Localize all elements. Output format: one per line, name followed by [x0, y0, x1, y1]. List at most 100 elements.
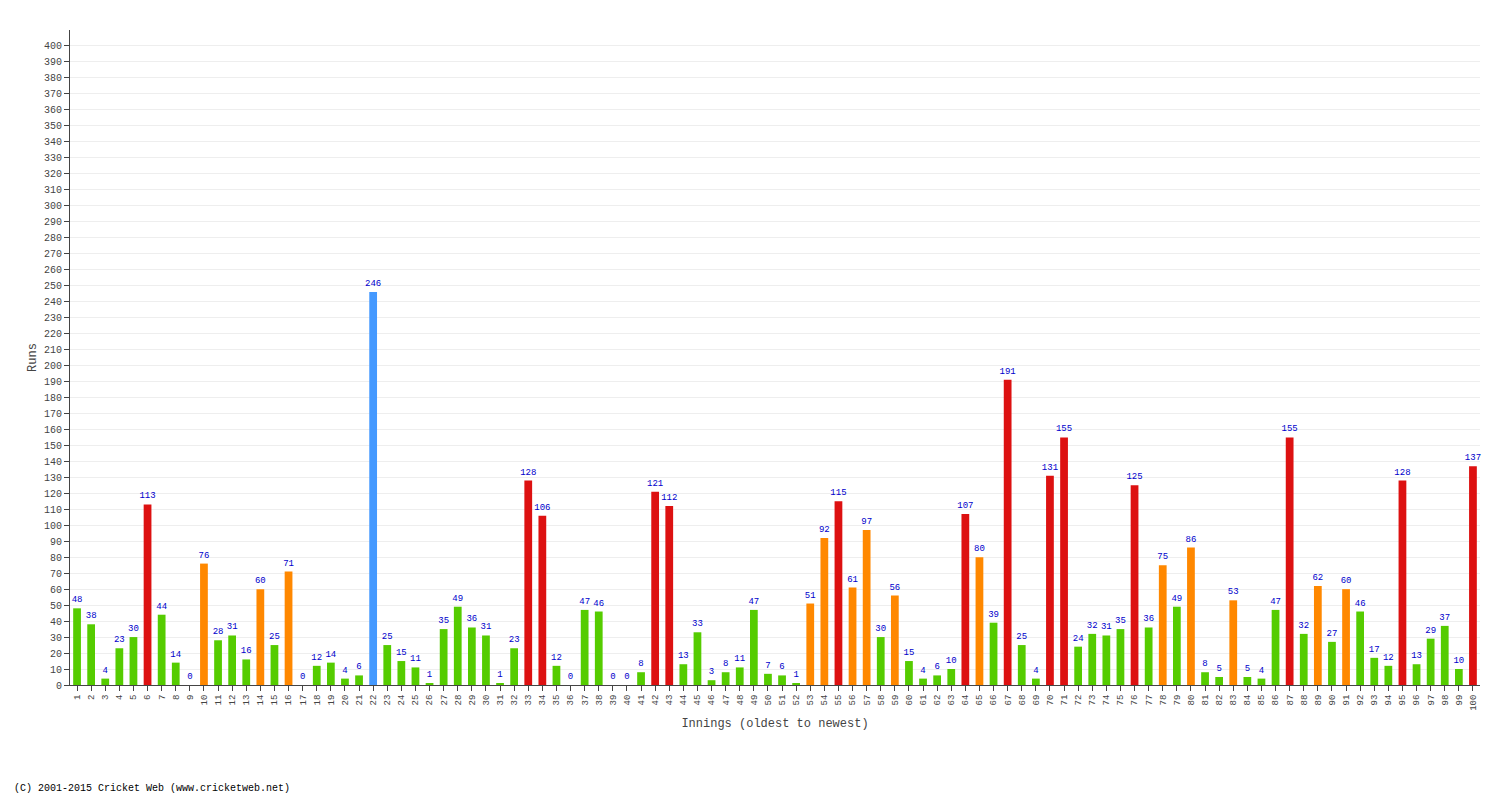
- svg-text:75: 75: [1116, 695, 1126, 706]
- svg-text:49: 49: [1171, 594, 1182, 604]
- svg-text:47: 47: [748, 597, 759, 607]
- svg-text:25: 25: [411, 695, 421, 706]
- svg-text:51: 51: [805, 591, 816, 601]
- svg-text:155: 155: [1056, 424, 1072, 434]
- svg-text:76: 76: [199, 551, 210, 561]
- svg-text:91: 91: [1342, 695, 1352, 706]
- svg-text:94: 94: [1384, 695, 1394, 706]
- svg-text:340: 340: [44, 137, 62, 148]
- svg-text:36: 36: [466, 614, 477, 624]
- svg-text:62: 62: [1312, 573, 1323, 583]
- svg-text:49: 49: [452, 594, 463, 604]
- svg-text:40: 40: [50, 617, 62, 628]
- svg-text:81: 81: [1201, 695, 1211, 706]
- svg-text:3: 3: [101, 695, 111, 700]
- svg-text:8: 8: [1202, 659, 1207, 669]
- svg-text:0: 0: [300, 672, 305, 682]
- svg-text:300: 300: [44, 201, 62, 212]
- svg-text:270: 270: [44, 249, 62, 260]
- svg-text:86: 86: [1271, 695, 1281, 706]
- svg-text:36: 36: [1143, 614, 1154, 624]
- svg-text:128: 128: [1394, 468, 1410, 478]
- svg-text:8: 8: [638, 659, 643, 669]
- svg-text:33: 33: [692, 619, 703, 629]
- svg-text:97: 97: [861, 517, 872, 527]
- svg-text:43: 43: [665, 695, 675, 706]
- svg-text:28: 28: [213, 627, 224, 637]
- svg-text:128: 128: [520, 468, 536, 478]
- svg-text:14: 14: [256, 695, 266, 706]
- svg-text:56: 56: [848, 695, 858, 706]
- svg-text:59: 59: [891, 695, 901, 706]
- svg-text:5: 5: [1216, 664, 1221, 674]
- svg-text:360: 360: [44, 105, 62, 116]
- svg-text:4: 4: [920, 666, 925, 676]
- svg-text:25: 25: [269, 632, 280, 642]
- svg-text:72: 72: [1074, 695, 1084, 706]
- svg-text:0: 0: [624, 672, 629, 682]
- svg-text:54: 54: [820, 695, 830, 706]
- svg-text:155: 155: [1282, 424, 1298, 434]
- svg-text:320: 320: [44, 169, 62, 180]
- svg-text:210: 210: [44, 345, 62, 356]
- svg-text:115: 115: [830, 488, 846, 498]
- svg-text:92: 92: [819, 525, 830, 535]
- svg-text:13: 13: [242, 695, 252, 706]
- svg-text:30: 30: [875, 624, 886, 634]
- svg-text:140: 140: [44, 457, 62, 468]
- svg-text:31: 31: [1101, 622, 1112, 632]
- svg-text:12: 12: [228, 695, 238, 706]
- svg-text:60: 60: [1341, 576, 1352, 586]
- svg-text:60: 60: [905, 695, 915, 706]
- svg-text:230: 230: [44, 313, 62, 324]
- svg-text:47: 47: [1270, 597, 1281, 607]
- svg-text:12: 12: [311, 653, 322, 663]
- svg-text:60: 60: [255, 576, 266, 586]
- svg-text:71: 71: [283, 559, 294, 569]
- svg-text:107: 107: [957, 501, 973, 511]
- svg-text:220: 220: [44, 329, 62, 340]
- svg-text:23: 23: [509, 635, 520, 645]
- svg-text:100: 100: [1469, 695, 1479, 711]
- svg-text:260: 260: [44, 265, 62, 276]
- svg-text:15: 15: [270, 695, 280, 706]
- svg-text:4: 4: [103, 666, 108, 676]
- svg-text:34: 34: [538, 695, 548, 706]
- svg-text:73: 73: [1088, 695, 1098, 706]
- svg-text:0: 0: [568, 672, 573, 682]
- svg-text:35: 35: [1115, 616, 1126, 626]
- svg-text:15: 15: [904, 648, 915, 658]
- svg-text:16: 16: [241, 646, 252, 656]
- svg-text:100: 100: [44, 521, 62, 532]
- svg-text:4: 4: [1033, 666, 1038, 676]
- svg-text:28: 28: [454, 695, 464, 706]
- svg-text:76: 76: [1130, 695, 1140, 706]
- svg-text:280: 280: [44, 233, 62, 244]
- svg-text:75: 75: [1157, 552, 1168, 562]
- svg-text:36: 36: [566, 695, 576, 706]
- svg-text:98: 98: [1441, 695, 1451, 706]
- svg-text:37: 37: [1439, 613, 1450, 623]
- svg-text:49: 49: [750, 695, 760, 706]
- svg-text:46: 46: [593, 599, 604, 609]
- svg-text:90: 90: [50, 537, 62, 548]
- svg-text:20: 20: [341, 695, 351, 706]
- svg-text:24: 24: [397, 695, 407, 706]
- svg-text:16: 16: [284, 695, 294, 706]
- svg-text:13: 13: [1411, 651, 1422, 661]
- svg-text:180: 180: [44, 393, 62, 404]
- svg-text:85: 85: [1257, 695, 1267, 706]
- svg-text:0: 0: [610, 672, 615, 682]
- svg-text:62: 62: [933, 695, 943, 706]
- svg-text:69: 69: [1032, 695, 1042, 706]
- svg-text:11: 11: [734, 654, 745, 664]
- svg-text:23: 23: [383, 695, 393, 706]
- svg-text:15: 15: [396, 648, 407, 658]
- svg-text:29: 29: [468, 695, 478, 706]
- svg-text:99: 99: [1455, 695, 1465, 706]
- svg-text:8: 8: [723, 659, 728, 669]
- svg-text:390: 390: [44, 57, 62, 68]
- svg-text:26: 26: [425, 695, 435, 706]
- svg-text:45: 45: [693, 695, 703, 706]
- svg-text:79: 79: [1173, 695, 1183, 706]
